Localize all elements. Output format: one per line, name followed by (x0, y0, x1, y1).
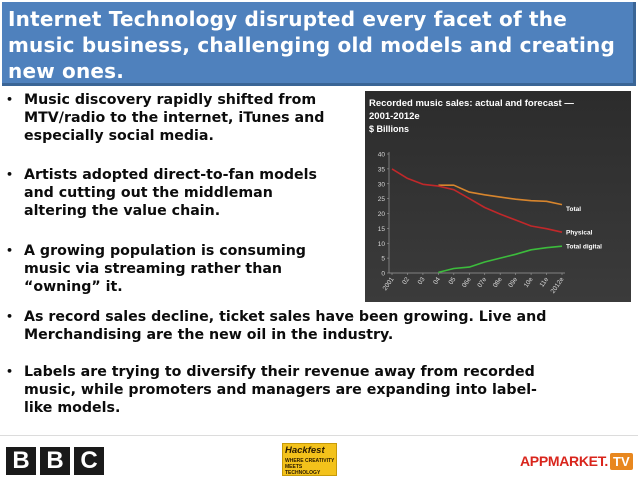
bullet-line: music via streaming rather than (24, 261, 282, 277)
bullet-dot: • (6, 168, 14, 181)
appmarket-logo-text: APPMARKET. (520, 453, 609, 469)
x-tick-label: 03 (417, 276, 427, 286)
y-tick-label: 40 (378, 152, 386, 159)
bullet-dot: • (6, 310, 14, 323)
bullet-labels-diversify: • Labels are trying to diversify their r… (6, 363, 631, 419)
y-tick-label: 15 (378, 226, 386, 233)
y-tick-label: 35 (378, 166, 386, 173)
bullet-line: Merchandising are the new oil in the ind… (24, 327, 394, 343)
series-label-total: Total (566, 206, 581, 213)
bullet-music-discovery: • Music discovery rapidly shifted from M… (6, 91, 361, 147)
bullet-line: like models. (24, 400, 121, 416)
bullet-line: MTV/radio to the internet, iTunes and (24, 110, 325, 126)
series-label-physical: Physical (566, 230, 593, 237)
bbc-logo-block: B (40, 447, 70, 475)
bullet-line: As record sales decline, ticket sales ha… (24, 309, 547, 325)
bbc-logo-block: B (6, 447, 36, 475)
y-tick-label: 0 (381, 271, 385, 278)
slide-title-bar: Internet Technology disrupted every face… (2, 2, 636, 86)
x-tick-label: 2012e (550, 276, 566, 295)
bullet-line: Music discovery rapidly shifted from (24, 92, 317, 108)
slide-title-line: Internet Technology disrupted every face… (8, 7, 567, 31)
appmarket-logo-tv: TV (610, 452, 633, 470)
bullet-line: altering the value chain. (24, 203, 221, 219)
appmarket-logo: APPMARKET. TV (520, 448, 633, 474)
bullet-line: especially social media. (24, 128, 214, 144)
y-tick-label: 10 (378, 241, 386, 248)
bullet-ticket-sales: • As record sales decline, ticket sales … (6, 308, 631, 348)
bullet-dot: • (6, 365, 14, 378)
y-tick-label: 5 (381, 256, 385, 263)
y-tick-label: 25 (378, 196, 386, 203)
y-tick-label: 20 (378, 211, 386, 218)
footer-divider (0, 435, 638, 436)
slide-title-line: music business, challenging old models a… (8, 33, 615, 57)
series-line-total-digital (438, 245, 563, 274)
bbc-logo: B B C (6, 447, 104, 475)
chart-title-line: 2001-2012e (369, 111, 420, 122)
x-tick-label: 09e (507, 276, 519, 289)
x-tick-label: 02 (401, 276, 411, 286)
bullet-direct-to-fan: • Artists adopted direct-to-fan models a… (6, 166, 356, 222)
x-tick-label: 10e (523, 276, 535, 289)
hackfest-logo-tagline: WHERE CREATIVITY MEETS TECHNOLOGY (285, 458, 335, 476)
bullet-line: Labels are trying to diversify their rev… (24, 364, 535, 380)
chart-svg: Recorded music sales: actual and forecas… (369, 98, 602, 295)
bullet-line: Artists adopted direct-to-fan models (24, 167, 317, 183)
x-tick-label: 2001 (382, 276, 396, 292)
bullet-dot: • (6, 93, 14, 106)
chart-ylabel: $ Billions (369, 124, 409, 134)
chart-title-line: Recorded music sales: actual and forecas… (369, 98, 574, 109)
x-tick-label: 04 (432, 276, 442, 286)
series-line-total (438, 184, 563, 206)
bullet-line: “owning” it. (24, 279, 123, 295)
bullet-streaming: • A growing population is consuming musi… (6, 242, 356, 298)
x-tick-label: 05 (448, 276, 458, 286)
bullet-dot: • (6, 244, 14, 257)
recorded-music-sales-chart: Recorded music sales: actual and forecas… (365, 91, 631, 302)
bullet-line: music, while promoters and managers are … (24, 382, 537, 398)
x-tick-label: 07e (476, 276, 488, 289)
x-tick-label: 08e (492, 276, 504, 289)
bbc-logo-block: C (74, 447, 104, 475)
x-tick-label: 06e (461, 276, 473, 289)
y-tick-label: 30 (378, 181, 386, 188)
series-label-total-digital: Total digital (566, 244, 602, 251)
x-tick-label: 11e (538, 276, 550, 289)
series-line-physical (391, 168, 563, 233)
hackfest-logo-title: Hackfest (285, 445, 325, 456)
bullet-line: A growing population is consuming (24, 243, 306, 259)
hackfest-logo: Hackfest WHERE CREATIVITY MEETS TECHNOLO… (282, 443, 337, 476)
slide-title-line: new ones. (8, 59, 125, 83)
bullet-line: and cutting out the middleman (24, 185, 273, 201)
